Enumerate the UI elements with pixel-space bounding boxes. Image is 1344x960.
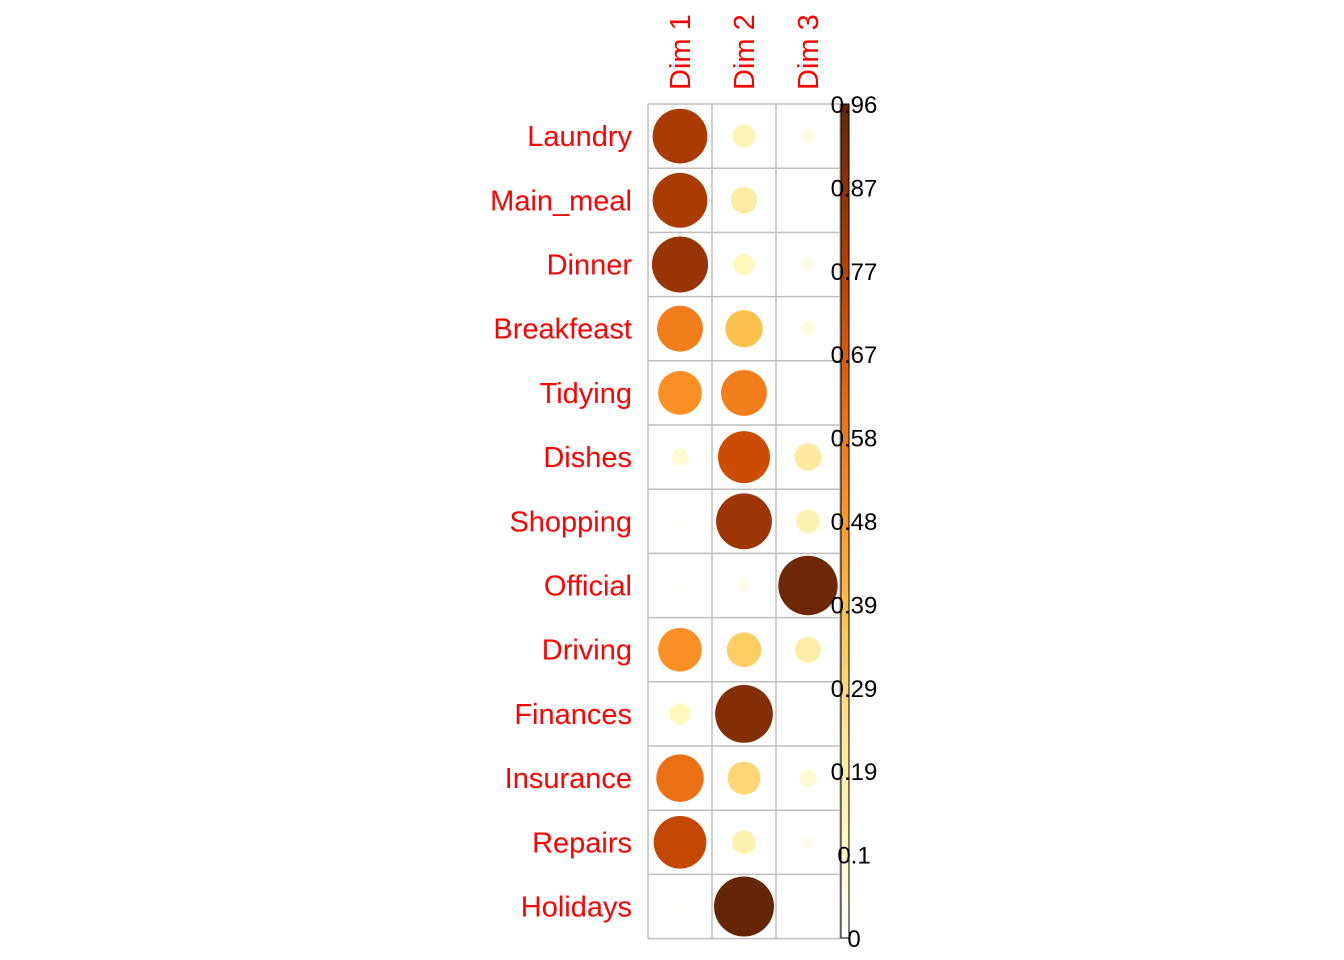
row-label: Shopping	[509, 506, 632, 538]
value-circle	[675, 581, 685, 590]
value-circle	[669, 703, 691, 725]
legend-tick-label: 0.96	[831, 92, 878, 119]
value-circle	[676, 903, 684, 910]
value-circle	[715, 685, 773, 743]
value-circle	[716, 493, 772, 550]
row-label: Holidays	[521, 892, 632, 924]
legend-tick-label: 0.67	[831, 342, 878, 369]
column-label: Dim 3	[793, 14, 825, 90]
value-circle	[801, 129, 815, 143]
value-circle	[725, 310, 763, 348]
value-circle	[658, 627, 702, 672]
row-label: Insurance	[505, 763, 632, 795]
value-circle	[732, 124, 756, 148]
legend-tick-label: 0.29	[831, 676, 878, 703]
value-circle	[726, 632, 762, 668]
value-circle	[653, 815, 707, 869]
value-circle	[714, 876, 774, 937]
row-labels: Laundry Main_meal Dinner Breakfeast Tidying D…	[490, 121, 632, 923]
row-label: Repairs	[532, 827, 632, 859]
row-label: Dishes	[543, 442, 632, 474]
legend-tick-label: 0.1	[837, 843, 870, 870]
value-circle	[652, 108, 708, 164]
value-circle	[671, 448, 689, 466]
value-circle	[796, 509, 820, 534]
value-circle	[651, 236, 709, 293]
value-circle	[658, 371, 702, 415]
value-circle	[718, 431, 770, 484]
legend-tick-label: 0.19	[831, 759, 878, 786]
column-labels: Dim 1 Dim 2 Dim 3	[665, 14, 825, 90]
value-circle	[778, 555, 838, 616]
value-circle	[652, 172, 708, 228]
legend-tick-label: 0.77	[831, 259, 878, 286]
row-label: Driving	[542, 635, 632, 667]
row-label: Main_meal	[490, 185, 632, 217]
value-circle	[801, 836, 815, 849]
value-circle	[656, 754, 704, 802]
legend-color-bar	[840, 103, 850, 939]
row-label: Tidying	[540, 378, 632, 410]
value-circle	[804, 197, 812, 204]
row-label: Breakfeast	[493, 314, 632, 346]
value-circle	[657, 305, 703, 352]
row-label: Dinner	[547, 250, 633, 282]
color-legend: 0 0.1 0.19 0.29 0.39 0.48 0.58 0.67 0.77 0.87 0.96	[831, 92, 878, 953]
value-circle	[675, 516, 685, 526]
value-circle	[801, 258, 815, 271]
value-circle	[794, 443, 822, 471]
legend-tick-label: 0.39	[831, 592, 878, 619]
value-circle	[804, 389, 812, 396]
legend-tick-label: 0.58	[831, 426, 878, 453]
value-circle	[795, 636, 821, 663]
value-circle	[730, 186, 758, 214]
value-circle	[733, 253, 755, 276]
row-label: Laundry	[527, 121, 632, 153]
value-circle	[721, 369, 767, 416]
value-circle	[732, 830, 756, 855]
plot-grid	[647, 103, 841, 940]
plot-cells	[651, 108, 838, 937]
legend-tick-label: 0	[847, 926, 860, 953]
row-label: Official	[544, 571, 632, 603]
column-label: Dim 2	[729, 14, 761, 90]
column-label: Dim 1	[665, 14, 697, 90]
legend-tick-label: 0.48	[831, 509, 878, 536]
value-circle	[800, 321, 816, 337]
value-circle	[727, 761, 761, 795]
row-label: Finances	[514, 699, 632, 731]
value-circle	[737, 579, 751, 592]
legend-tick-label: 0.87	[831, 175, 878, 202]
value-circle	[799, 769, 817, 787]
